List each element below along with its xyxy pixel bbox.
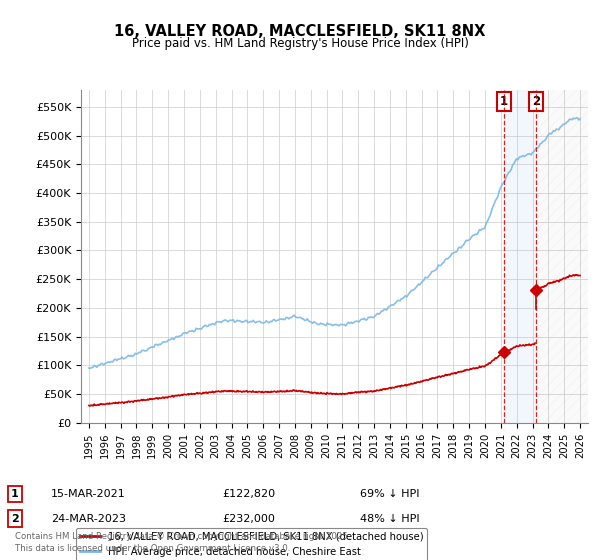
Text: 1: 1: [500, 95, 508, 108]
Text: 16, VALLEY ROAD, MACCLESFIELD, SK11 8NX: 16, VALLEY ROAD, MACCLESFIELD, SK11 8NX: [115, 24, 485, 39]
Text: 2: 2: [11, 514, 19, 524]
Text: Price paid vs. HM Land Registry's House Price Index (HPI): Price paid vs. HM Land Registry's House …: [131, 37, 469, 50]
Text: 69% ↓ HPI: 69% ↓ HPI: [360, 489, 419, 499]
Text: Contains HM Land Registry data © Crown copyright and database right 2025.
This d: Contains HM Land Registry data © Crown c…: [15, 533, 350, 553]
Legend: 16, VALLEY ROAD, MACCLESFIELD, SK11 8NX (detached house), HPI: Average price, de: 16, VALLEY ROAD, MACCLESFIELD, SK11 8NX …: [76, 528, 427, 560]
Text: 48% ↓ HPI: 48% ↓ HPI: [360, 514, 419, 524]
Text: £232,000: £232,000: [222, 514, 275, 524]
Text: 1: 1: [11, 489, 19, 499]
Text: £122,820: £122,820: [222, 489, 275, 499]
Bar: [504, 90, 536, 423]
Bar: [536, 90, 588, 423]
Text: 15-MAR-2021: 15-MAR-2021: [51, 489, 126, 499]
Text: 24-MAR-2023: 24-MAR-2023: [51, 514, 126, 524]
Text: 2: 2: [532, 95, 540, 108]
